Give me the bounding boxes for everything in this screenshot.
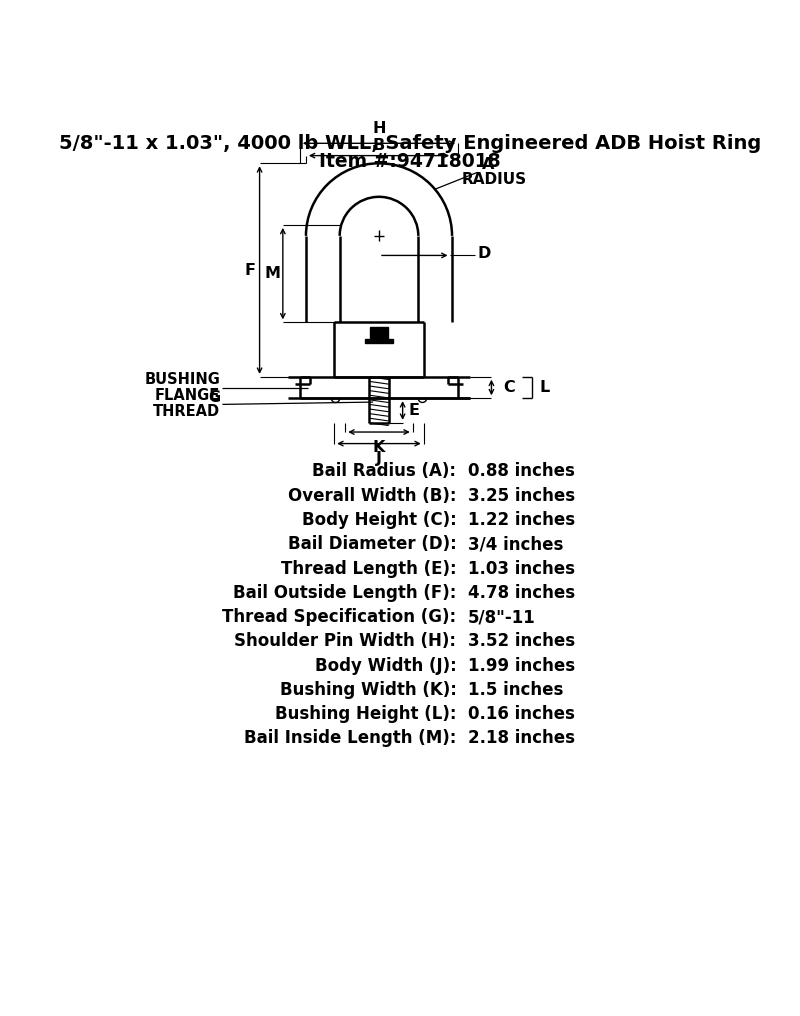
Text: 1.99 inches: 1.99 inches bbox=[468, 656, 575, 675]
Text: F: F bbox=[244, 262, 255, 277]
Text: BUSHING: BUSHING bbox=[144, 372, 220, 387]
Text: Bushing Width (K):: Bushing Width (K): bbox=[280, 681, 457, 699]
Text: Thread Specification (G):: Thread Specification (G): bbox=[222, 608, 457, 626]
Text: Body Height (C):: Body Height (C): bbox=[302, 511, 457, 529]
Text: L: L bbox=[539, 380, 550, 395]
Text: B: B bbox=[373, 137, 385, 152]
Text: D: D bbox=[478, 247, 491, 261]
Text: 3/4 inches: 3/4 inches bbox=[468, 535, 563, 554]
Text: 5/8"-11: 5/8"-11 bbox=[468, 608, 536, 626]
Text: 3.52 inches: 3.52 inches bbox=[468, 632, 575, 650]
Text: 4.78 inches: 4.78 inches bbox=[468, 584, 575, 601]
Text: 1.5 inches: 1.5 inches bbox=[468, 681, 563, 699]
Text: Bail Outside Length (F):: Bail Outside Length (F): bbox=[233, 584, 457, 601]
Text: RADIUS: RADIUS bbox=[462, 172, 527, 187]
Text: Thread Length (E):: Thread Length (E): bbox=[281, 560, 457, 577]
Bar bbox=[365, 339, 393, 343]
Text: K: K bbox=[373, 440, 385, 455]
Text: 1.03 inches: 1.03 inches bbox=[468, 560, 575, 577]
Text: G: G bbox=[208, 390, 220, 405]
Text: J: J bbox=[376, 451, 382, 466]
Text: 0.88 inches: 0.88 inches bbox=[468, 462, 575, 481]
Text: H: H bbox=[372, 121, 386, 135]
Text: Shoulder Pin Width (H):: Shoulder Pin Width (H): bbox=[234, 632, 457, 650]
Text: Overall Width (B):: Overall Width (B): bbox=[288, 487, 457, 505]
Text: M: M bbox=[265, 266, 281, 281]
Text: 0.16 inches: 0.16 inches bbox=[468, 705, 575, 723]
Text: 3.25 inches: 3.25 inches bbox=[468, 487, 575, 505]
Text: A: A bbox=[482, 157, 494, 172]
Text: Item #:94718018: Item #:94718018 bbox=[319, 151, 501, 171]
Text: Bail Radius (A):: Bail Radius (A): bbox=[313, 462, 457, 481]
Text: FLANGE: FLANGE bbox=[155, 388, 220, 402]
Text: 2.18 inches: 2.18 inches bbox=[468, 729, 575, 748]
Text: Bushing Height (L):: Bushing Height (L): bbox=[275, 705, 457, 723]
Text: C: C bbox=[503, 380, 515, 395]
Text: Bail Diameter (D):: Bail Diameter (D): bbox=[288, 535, 457, 554]
Text: 5/8"-11 x 1.03", 4000 lb WLL, Safety Engineered ADB Hoist Ring: 5/8"-11 x 1.03", 4000 lb WLL, Safety Eng… bbox=[59, 134, 761, 153]
Text: 1.22 inches: 1.22 inches bbox=[468, 511, 575, 529]
Text: Body Width (J):: Body Width (J): bbox=[314, 656, 457, 675]
Text: THREAD: THREAD bbox=[153, 403, 220, 419]
Bar bbox=[370, 327, 387, 338]
Text: Bail Inside Length (M):: Bail Inside Length (M): bbox=[244, 729, 457, 748]
Text: E: E bbox=[409, 403, 420, 418]
